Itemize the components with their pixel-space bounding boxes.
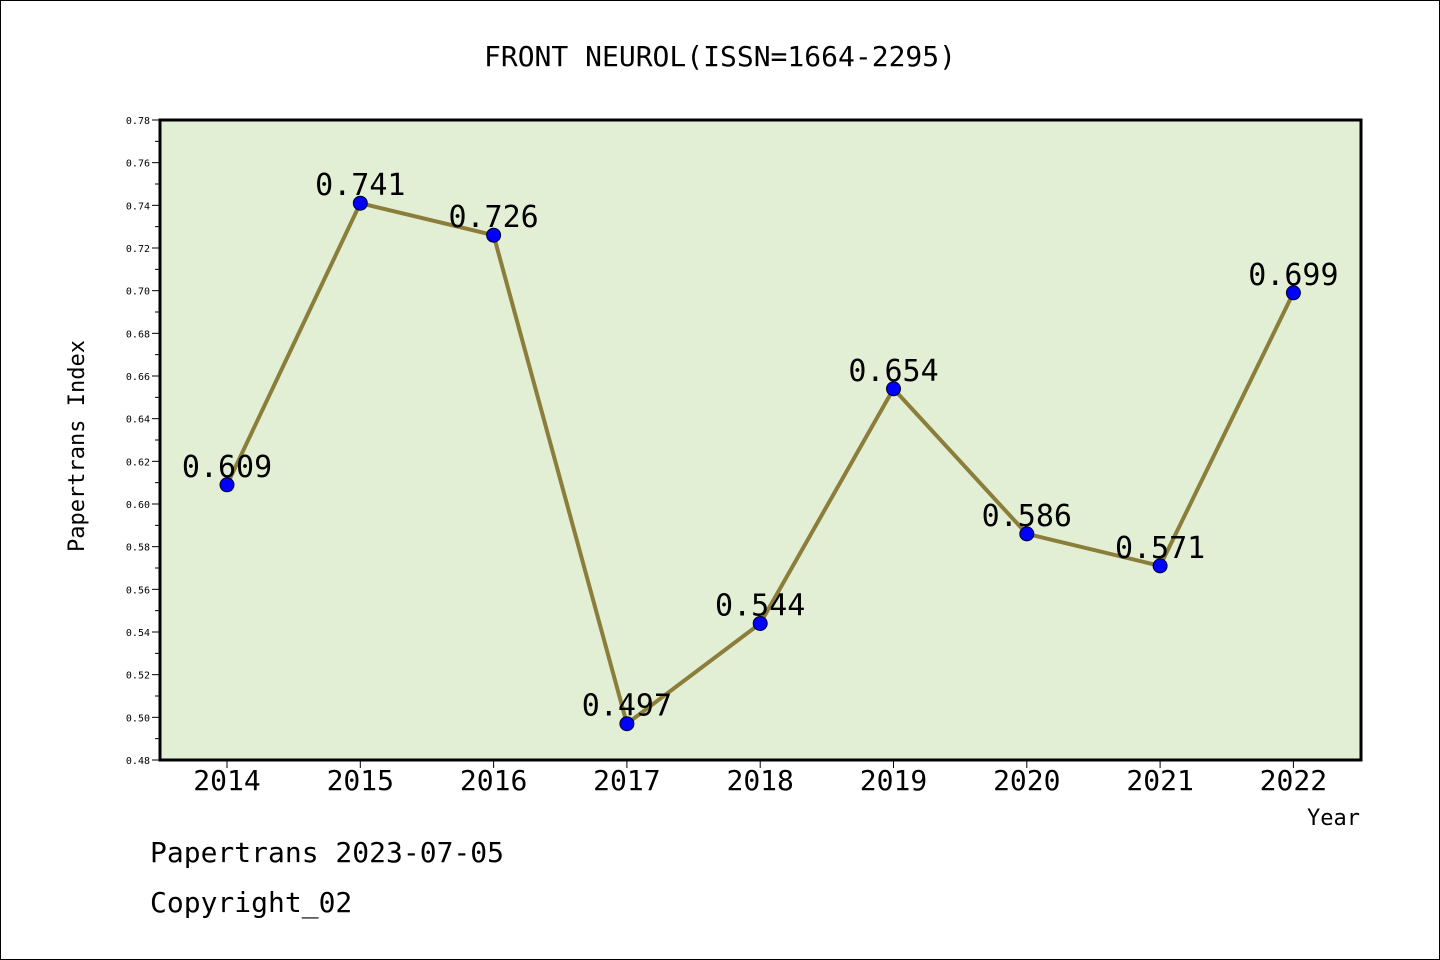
x-tick-label: 2020 [993, 764, 1060, 797]
y-tick-label: 0.70 [126, 287, 150, 298]
data-label: 0.726 [448, 200, 538, 235]
footer-date: Papertrans 2023-07-05 [150, 836, 505, 869]
y-tick-label: 0.68 [126, 329, 150, 340]
data-point [1152, 558, 1168, 574]
data-label: 0.544 [715, 588, 805, 623]
y-tick-label: 0.52 [126, 671, 150, 682]
data-point [752, 615, 768, 631]
footer-copyright: Copyright_02 [150, 886, 353, 919]
y-tick-label: 0.66 [126, 372, 150, 383]
y-tick-label: 0.78 [126, 116, 150, 127]
data-label: 0.699 [1248, 258, 1338, 293]
data-label: 0.609 [182, 450, 272, 485]
x-tick-label: 2021 [1126, 764, 1193, 797]
x-tick-label: 2018 [726, 764, 793, 797]
y-tick-label: 0.72 [126, 244, 150, 255]
data-labels: 0.609 0.741 0.726 0.497 0.544 0.654 0.586 0.571… [182, 168, 1339, 724]
x-tick-label: 2019 [860, 764, 927, 797]
data-label: 0.741 [315, 168, 405, 203]
y-tick-label: 0.64 [126, 415, 150, 426]
x-tick-label: 2014 [193, 764, 260, 797]
data-label: 0.571 [1115, 531, 1205, 566]
plot-area [158, 118, 1363, 762]
y-tick-label: 0.54 [126, 628, 150, 639]
x-tick-label: 2017 [593, 764, 660, 797]
data-point [352, 195, 368, 211]
x-tick-label: 2015 [327, 764, 394, 797]
chart-title: FRONT NEUROL(ISSN=1664-2295) [484, 40, 956, 73]
data-point [219, 477, 235, 493]
y-tick-label: 0.74 [126, 201, 150, 212]
data-point [486, 227, 502, 243]
x-axis: 2014 2015 2016 2017 2018 2019 2020 2021 2022 [193, 760, 1327, 797]
x-axis-label: Year [1307, 806, 1360, 831]
y-tick-label: 0.60 [126, 500, 150, 511]
y-tick-label: 0.56 [126, 585, 150, 596]
y-tick-label: 0.48 [126, 756, 150, 767]
data-label: 0.586 [982, 499, 1072, 534]
data-point [619, 716, 635, 732]
data-point [886, 381, 901, 397]
x-tick-label: 2022 [1260, 764, 1327, 797]
y-tick-label: 0.76 [126, 159, 150, 170]
y-tick-label: 0.62 [126, 457, 150, 468]
y-tick-label: 0.50 [126, 713, 150, 724]
data-label: 0.654 [848, 354, 938, 389]
y-tick-label: 0.58 [126, 543, 150, 554]
data-point [1019, 526, 1035, 542]
data-point [1285, 285, 1301, 301]
x-tick-label: 2016 [460, 764, 527, 797]
data-points [219, 195, 1301, 732]
y-axis-label: Papertrans Index [65, 340, 90, 552]
data-label: 0.497 [582, 689, 672, 724]
y-axis: 0.48 0.50 0.52 0.54 0.56 0.58 0.60 0.62 0.64 0.66… [126, 116, 160, 767]
